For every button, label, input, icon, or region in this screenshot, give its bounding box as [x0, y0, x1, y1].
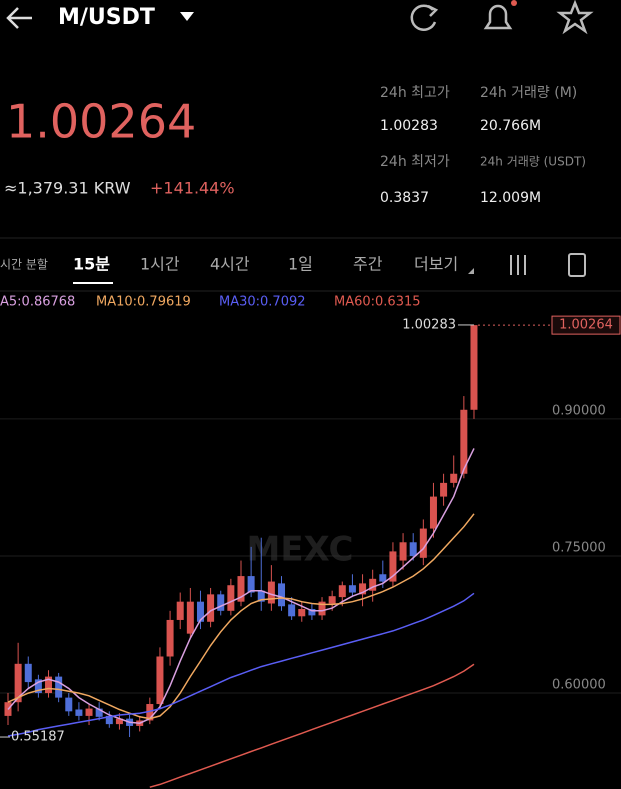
ma-label: MA60:0.6315	[334, 295, 421, 310]
ma-label: MA10:0.79619	[96, 295, 191, 310]
candle-body	[460, 409, 468, 474]
last-price: 1.00264	[6, 95, 196, 149]
candle-body	[409, 542, 417, 556]
candle-body	[24, 663, 32, 683]
stat-label: 24h 최저가	[380, 154, 450, 170]
plot-area	[4, 324, 478, 788]
candle-body	[146, 704, 154, 721]
candle-body	[166, 619, 174, 657]
candle-body	[267, 581, 275, 604]
candle-body	[176, 601, 184, 620]
ma-line	[149, 663, 475, 788]
candle-body	[278, 583, 286, 607]
settings-icon[interactable]	[568, 253, 586, 277]
high-marker-label: 1.00283	[402, 317, 456, 332]
candle-body	[156, 656, 164, 705]
more-arrow	[468, 268, 474, 274]
candle-body	[85, 708, 93, 716]
last-price-tag	[551, 315, 621, 335]
tab[interactable]: 1일	[288, 255, 313, 274]
candle-body	[247, 576, 255, 593]
candle-body	[55, 676, 63, 698]
chart: A5:0.86768 MA10:0.79619 MA30:0.7092 MA60:0.…	[0, 295, 621, 788]
favorite-icon[interactable]	[556, 0, 594, 35]
candle-body	[450, 473, 458, 483]
stat-value: 0.3837	[380, 190, 429, 206]
y-tick-label: 0.90000	[552, 403, 606, 418]
candle-body	[65, 697, 73, 712]
candle-body	[196, 601, 204, 622]
ma-line	[7, 592, 475, 737]
candle-body	[338, 585, 346, 598]
back-button[interactable]	[6, 7, 32, 29]
candle-body	[298, 608, 306, 617]
candle-body	[359, 583, 367, 595]
candle-body	[288, 604, 296, 617]
candle-body	[217, 594, 225, 611]
candle-body	[45, 676, 53, 694]
candle-body	[328, 596, 336, 604]
candle-body	[105, 715, 113, 725]
stat-value: 12.009M	[480, 190, 541, 206]
candle-body	[75, 709, 83, 716]
tab[interactable]: 시간 분할	[0, 258, 48, 272]
candle-body	[440, 482, 448, 497]
tab[interactable]: 주간	[353, 255, 383, 274]
candle-body	[115, 718, 123, 725]
stat-label: 24h 최고가	[380, 85, 450, 101]
candle-body	[419, 528, 427, 558]
candle-body	[308, 608, 316, 616]
indicator-icon[interactable]	[510, 255, 526, 275]
stat-value: 1.00283	[380, 118, 438, 134]
stat-value: 20.766M	[480, 118, 541, 134]
dropdown-arrow[interactable]	[180, 12, 194, 21]
candle-body	[318, 601, 326, 616]
candle-body	[227, 585, 235, 611]
tab[interactable]: 더보기	[414, 255, 458, 274]
stat-label: 24h 거래량 (USDT)	[480, 155, 586, 169]
refresh-icon[interactable]	[410, 4, 439, 31]
candle-body	[14, 663, 22, 703]
low-marker-label: 0.55187	[11, 730, 65, 745]
last-price-label: 1.00264	[559, 318, 613, 333]
ma-label: A5:0.86768	[0, 295, 75, 310]
candle-body	[369, 578, 377, 591]
candle-body	[207, 594, 215, 622]
candle-body	[348, 585, 356, 593]
tab[interactable]: 1시간	[140, 255, 180, 274]
ma-label: MA30:0.7092	[219, 295, 306, 310]
candle-body	[237, 576, 245, 602]
candle-body	[186, 601, 194, 634]
stat-label: 24h 거래량 (M)	[480, 85, 577, 101]
tab-active[interactable]: 15분	[73, 255, 110, 274]
candle-body	[95, 708, 103, 717]
watermark: MEXC	[246, 530, 353, 570]
candle-body	[470, 325, 478, 410]
ma-line	[7, 513, 475, 720]
bell-icon[interactable]	[483, 0, 517, 30]
candle-body	[379, 574, 387, 582]
candle-body	[399, 542, 407, 561]
candle-body	[34, 679, 42, 694]
candle-body	[257, 590, 265, 602]
y-tick-label: 0.75000	[552, 540, 606, 555]
tab[interactable]: 4시간	[210, 255, 250, 274]
ma-line	[7, 448, 475, 724]
krw-price: ≈1,379.31 KRW	[4, 179, 131, 198]
candle-body	[389, 551, 397, 582]
pair-title[interactable]: M/USDT	[58, 5, 155, 30]
candle-body	[429, 496, 437, 529]
y-tick-label: 0.60000	[552, 678, 606, 693]
price-change: +141.44%	[150, 179, 235, 198]
